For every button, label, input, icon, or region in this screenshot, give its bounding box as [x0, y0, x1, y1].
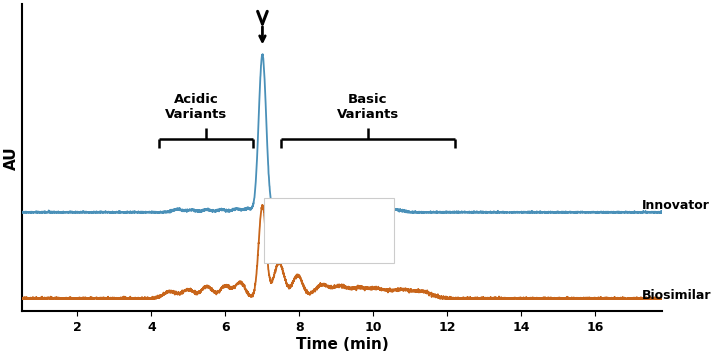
- Text: Innovator: Innovator: [642, 199, 709, 212]
- Text: Acidic
Variants: Acidic Variants: [164, 93, 227, 121]
- Y-axis label: AU: AU: [4, 146, 19, 169]
- Text: Biosimilar: Biosimilar: [642, 289, 711, 302]
- Bar: [264, 198, 393, 263]
- Text: Basic
Variants: Basic Variants: [337, 93, 399, 121]
- X-axis label: Time (min): Time (min): [296, 337, 388, 352]
